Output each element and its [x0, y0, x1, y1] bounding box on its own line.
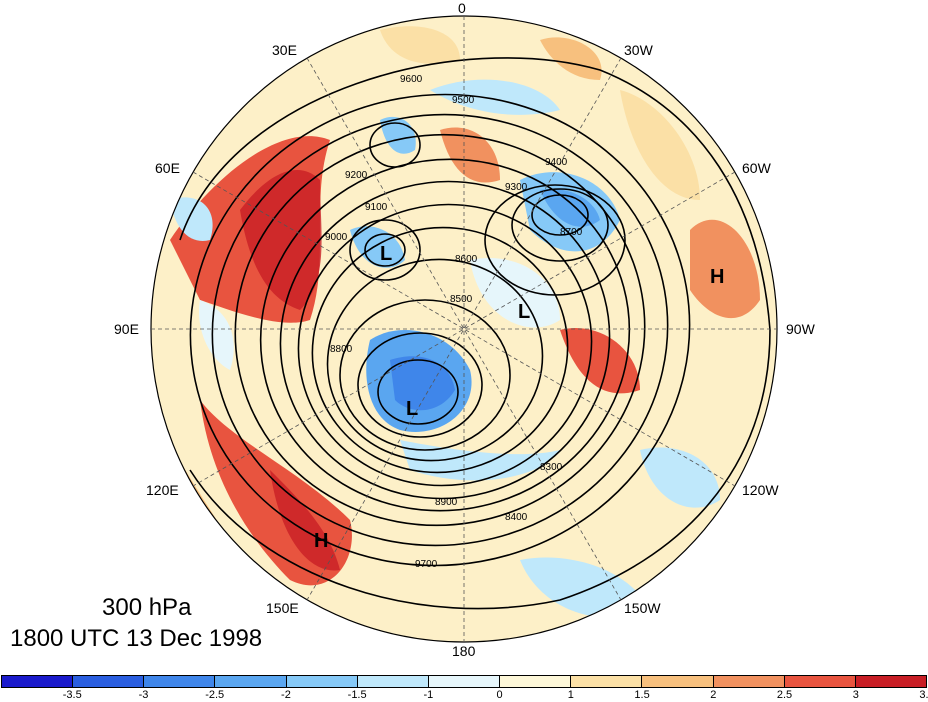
contour-label: 9500: [452, 95, 475, 106]
colorbar-swatch: [784, 676, 856, 687]
contour-label: 9200: [345, 170, 368, 181]
colorbar-tick-label: -2: [281, 689, 291, 701]
contour-label: 8300: [540, 462, 563, 473]
low-center: L: [380, 243, 392, 265]
contour-label: 8700: [560, 227, 583, 238]
colorbar-swatch: [713, 676, 785, 687]
colorbar-tick-label: 0: [496, 689, 503, 701]
lon-label-90w: 90W: [786, 321, 815, 337]
low-center: L: [518, 301, 530, 323]
contour-label: 9300: [505, 182, 528, 193]
title-level: 300 hPa: [102, 594, 192, 621]
lon-label-120e: 120E: [146, 482, 179, 498]
title-time: 1800 UTC 13 Dec 1998: [10, 625, 263, 652]
lon-label-30e: 30E: [272, 42, 297, 58]
colorbar-tick-label: 2.5: [776, 689, 793, 701]
contour-label: 8600: [455, 254, 478, 265]
colorbar-swatch: [2, 676, 74, 687]
colorbar-swatch: [357, 676, 429, 687]
colorbar-swatch: [428, 676, 501, 687]
lon-label-60e: 60E: [155, 160, 180, 176]
pressure-centers: L L L H H: [314, 243, 724, 552]
colorbar-swatch: [500, 676, 572, 687]
colorbar-swatch: [642, 676, 714, 687]
colorbar-swatch: [73, 676, 145, 687]
graticule: [150, 15, 778, 643]
contour-label: 8400: [505, 512, 528, 523]
colorbar-tick-label: 1: [567, 689, 574, 701]
contour-label: 8900: [435, 497, 458, 508]
colorbar-tick-label: -1.5: [347, 689, 367, 701]
contour-label: 8800: [330, 344, 353, 355]
colorbar-tick-label: 2: [710, 689, 717, 701]
lon-label-60w: 60W: [742, 160, 771, 176]
lon-label-120w: 120W: [742, 482, 779, 498]
lon-label-180: 180: [452, 643, 476, 659]
anomaly-shading: [160, 26, 760, 618]
lon-label-150w: 150W: [624, 600, 661, 616]
contour-label: 9700: [415, 559, 438, 570]
colorbar-swatch: [571, 676, 643, 687]
contour-label: 9000: [325, 232, 348, 243]
height-contours: [179, 57, 771, 610]
colorbar-swatch: [286, 676, 358, 687]
high-center: H: [314, 530, 328, 552]
colorbar-swatch: [855, 676, 927, 687]
contour-label: 9100: [365, 202, 388, 213]
colorbar-tick-label: 3: [852, 689, 859, 701]
colorbar-tick-label: -3: [138, 689, 149, 701]
colorbar-tick-label: -2.5: [205, 689, 225, 701]
colorbar-tick-label: 1.5: [634, 689, 650, 701]
colorbar-swatch: [144, 676, 216, 687]
contour-label: 8500: [450, 294, 473, 305]
colorbar-tick-label: -3.5: [62, 689, 82, 701]
low-center: L: [406, 398, 418, 420]
lon-label-30w: 30W: [624, 42, 653, 58]
lon-label-90e: 90E: [114, 321, 139, 337]
colorbar-tick-label: 3.5: [919, 689, 928, 701]
lon-label-0: 0: [458, 0, 466, 16]
contour-label: 9600: [400, 74, 423, 85]
colorbar-swatch: [215, 676, 287, 687]
colorbar: [1, 675, 927, 688]
lon-label-150e: 150E: [266, 600, 299, 616]
contour-label: 9400: [545, 157, 568, 168]
colorbar-tick-label: -1: [423, 689, 434, 701]
contour-labels: 9600 9500 9400 9300 9200 9100 9000 8900 …: [325, 74, 583, 570]
high-center: H: [710, 266, 724, 288]
